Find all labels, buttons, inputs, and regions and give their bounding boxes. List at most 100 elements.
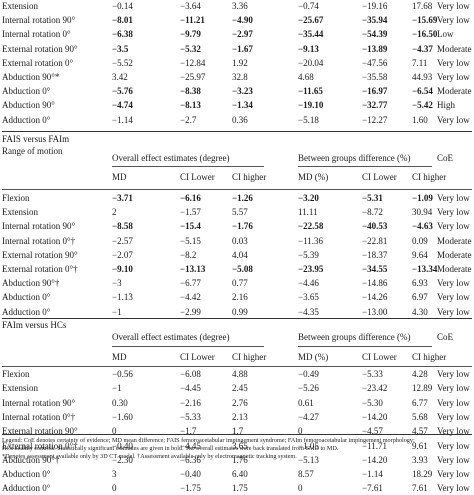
table-row: Internal rotation 90° −8.01 −11.21 −4.90 −25… — [0, 13, 474, 27]
ci-lower-cell: −2.16 — [180, 397, 201, 408]
md-percent-cell: 11.11 — [298, 207, 318, 218]
ci-higher-cell: −1.67 — [232, 43, 253, 54]
ci-higher-cell: 0.03 — [232, 235, 248, 246]
ci-lower-percent-cell: −47.56 — [362, 57, 388, 68]
md-cell: 0 — [112, 426, 117, 437]
md-percent-cell: −0.49 — [298, 369, 319, 379]
md-cell: 2 — [112, 207, 117, 218]
section-divider — [2, 189, 472, 190]
col-md: MD — [112, 352, 127, 362]
ci-lower-percent-cell: −19.16 — [362, 1, 388, 11]
md-percent-cell: −25.67 — [298, 15, 324, 26]
table-row: Extension −0.14 −3.64 3.36 −0.74 −19.16 17.68 V… — [0, 0, 474, 13]
table-bottom-rule — [2, 434, 472, 435]
coe-cell: High — [437, 100, 455, 111]
ci-higher-cell: −1.34 — [232, 100, 253, 111]
ci-higher-percent-cell: 4.28 — [412, 369, 428, 379]
between-groups-header: Between groups difference (%) — [298, 153, 411, 163]
ci-lower-cell: −11.21 — [180, 15, 205, 26]
ci-higher-percent-cell: 7.61 — [412, 483, 428, 494]
col-ci-lower-percent: CI Lower — [362, 352, 397, 362]
ci-higher-cell: 1.75 — [232, 483, 248, 494]
coe-cell: Very low — [437, 114, 470, 125]
table-row: Extension −1 −4.45 2.45 −5.26 −23.42 12.89 Very… — [0, 381, 474, 395]
coe-cell: Very low — [437, 469, 470, 480]
md-cell: 3.42 — [112, 72, 128, 82]
ci-lower-percent-cell: −22.81 — [362, 235, 388, 246]
coe-cell: Very low — [437, 483, 470, 494]
col-ci-lower: CI Lower — [180, 352, 215, 362]
ci-lower-percent-cell: −5.33 — [362, 369, 383, 379]
ci-lower-percent-cell: −54.39 — [362, 29, 388, 40]
ci-lower-percent-cell: −7.61 — [362, 483, 383, 494]
coe-cell: Very low — [437, 193, 470, 203]
ci-higher-percent-cell: 0.09 — [412, 235, 428, 246]
row-label: Adduction 0° — [2, 114, 51, 125]
ci-lower-percent-cell: −16.97 — [362, 86, 388, 97]
column-header-row: MD CI Lower CI higher MD (%) CI Lower CI… — [0, 350, 474, 364]
md-percent-cell: −3.20 — [298, 193, 319, 203]
ci-higher-cell: 6.40 — [232, 469, 248, 480]
ci-higher-cell: 0.77 — [232, 278, 248, 289]
md-percent-cell: −0.74 — [298, 1, 319, 11]
md-percent-cell: 4.68 — [298, 72, 314, 82]
md-cell: −1.60 — [112, 411, 133, 422]
md-percent-cell: −4.27 — [298, 411, 319, 422]
row-label: External rotation 90° — [2, 43, 78, 54]
ci-higher-percent-cell: 17.68 — [412, 1, 433, 11]
md-cell: −6.38 — [112, 29, 133, 40]
ci-lower-cell: −2.99 — [180, 306, 201, 317]
table-row: Internal rotation 90° −8.58 −15.4 −1.76 −22.… — [0, 219, 474, 233]
ci-higher-cell: −3.23 — [232, 86, 253, 97]
row-label: External rotation 0° — [2, 57, 74, 68]
md-cell: −8.01 — [112, 15, 133, 26]
coe-header: CoE — [437, 153, 454, 163]
coe-cell: Moderate — [437, 43, 472, 54]
ci-lower-cell: −2.7 — [180, 114, 197, 125]
md-percent-cell: 0.61 — [298, 397, 314, 408]
table-row: External rotation 90° −2.07 −8.2 4.04 −5.39 −… — [0, 248, 474, 262]
md-cell: 0 — [112, 483, 117, 494]
header-rule-diff — [298, 166, 432, 167]
legend-line-3: *Denotes assessment available only by 3D… — [2, 453, 297, 460]
row-label: External rotation 0°† — [2, 440, 78, 451]
ci-higher-cell: 3.36 — [232, 1, 248, 11]
table-row: External rotation 0°† −9.10 −13.13 −5.08 −23… — [0, 262, 474, 276]
coe-cell: Very low — [437, 426, 470, 437]
coe-cell: Very low — [437, 306, 470, 317]
md-cell: −0.40 — [112, 440, 133, 451]
ci-higher-percent-cell: 12.89 — [412, 383, 433, 394]
md-cell: −3.5 — [112, 43, 129, 54]
row-label: Abduction 90° — [2, 100, 55, 111]
md-percent-cell: 8.57 — [298, 469, 314, 480]
ci-higher-percent-cell: 44.93 — [412, 72, 433, 82]
ci-lower-cell: −6.36 — [180, 454, 201, 465]
row-label: External rotation 0°† — [2, 264, 78, 274]
md-percent-cell: −9.13 — [298, 43, 319, 54]
ci-higher-percent-cell: −5.42 — [412, 100, 433, 111]
ci-lower-cell: −8.38 — [180, 86, 201, 97]
ci-higher-percent-cell: −4.37 — [412, 43, 433, 54]
row-label: Abduction 90°† — [2, 278, 60, 289]
md-percent-cell: −5.26 — [298, 383, 319, 394]
ci-higher-percent-cell: −4.63 — [412, 221, 433, 232]
legend-line-1: Legend: CoE denotes certainty of evidenc… — [2, 437, 415, 444]
section-divider — [2, 366, 472, 367]
col-md: MD — [112, 172, 127, 182]
col-ci-higher-percent: CI higher — [412, 172, 447, 182]
coe-cell: Low — [437, 29, 454, 40]
col-ci-higher-percent: CI higher — [412, 352, 447, 362]
ci-higher-percent-cell: 6.77 — [412, 397, 428, 408]
ci-higher-percent-cell: 9.64 — [412, 249, 428, 260]
ci-lower-cell: −15.4 — [180, 221, 201, 232]
ci-lower-percent-cell: −5.30 — [362, 397, 383, 408]
section-divider — [2, 318, 472, 319]
group-header-row: Overall effect estimates (degree) Betwee… — [0, 330, 474, 344]
table-row: Abduction 0° −1.13 −4.42 2.16 −3.65 −14.26 6.9… — [0, 290, 474, 304]
row-label: Abduction 0° — [2, 469, 51, 480]
ci-higher-percent-cell: 18.29 — [412, 469, 433, 480]
ci-lower-percent-cell: −11.71 — [362, 440, 387, 451]
ci-lower-percent-cell: −14.20 — [362, 411, 388, 422]
md-cell: −2.30 — [112, 454, 133, 465]
